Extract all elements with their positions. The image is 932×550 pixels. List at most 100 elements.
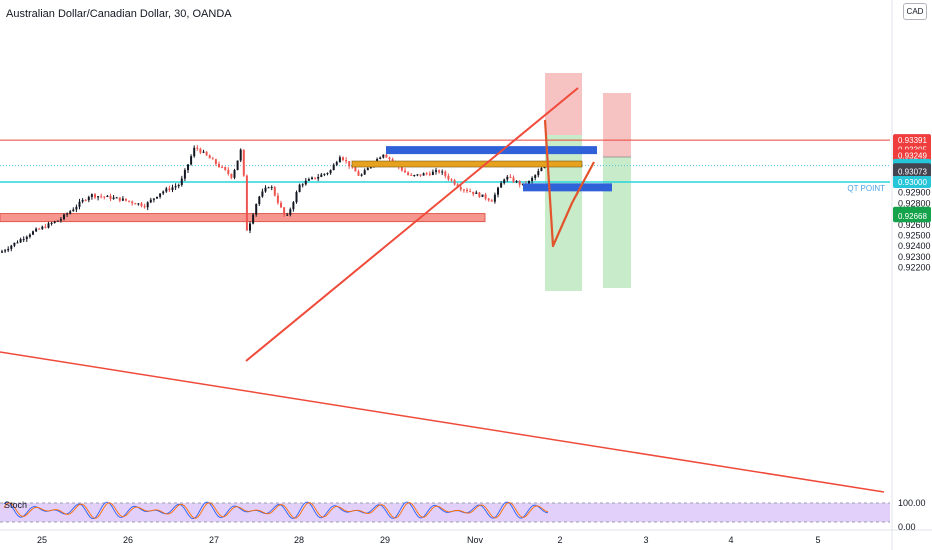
- candle-body: [159, 193, 162, 197]
- candle-body: [258, 196, 261, 205]
- candle-body: [307, 178, 310, 181]
- candle-body: [41, 226, 44, 229]
- candle-body: [32, 231, 34, 235]
- stoch-level-0: 0.00: [898, 522, 916, 532]
- candle-body: [314, 177, 317, 179]
- candle-body: [366, 167, 369, 171]
- candle-body: [444, 171, 447, 176]
- support-zone: [0, 213, 486, 223]
- candle-body: [342, 157, 344, 161]
- candle-body: [230, 173, 233, 178]
- qt-point-label: QT POINT: [847, 184, 885, 193]
- stoch-label: Stoch: [4, 500, 27, 510]
- candle-body: [493, 194, 496, 202]
- candle-body: [264, 187, 267, 192]
- candle-body: [78, 201, 81, 207]
- x-tick-label: 3: [643, 535, 648, 545]
- candle-body: [66, 213, 69, 215]
- candle-body: [506, 176, 509, 180]
- candle-body: [382, 154, 385, 158]
- sl-zone-2: [603, 93, 631, 157]
- candle-body: [25, 236, 28, 240]
- candle-body: [267, 187, 270, 189]
- candle-body: [478, 192, 481, 197]
- candle-body: [242, 149, 245, 176]
- candle-body: [252, 214, 255, 224]
- candle-body: [425, 173, 428, 175]
- candle-body: [245, 175, 248, 231]
- y-tick-label: 0.92400: [898, 241, 931, 251]
- candle-body: [236, 160, 239, 171]
- candle-body: [87, 196, 90, 201]
- y-tick-label: 0.92800: [898, 198, 931, 208]
- candle-body: [276, 195, 279, 203]
- candle-body: [422, 173, 425, 176]
- candle-body: [255, 204, 258, 215]
- currency-button[interactable]: CAD: [903, 3, 927, 20]
- candle-body: [280, 202, 282, 208]
- candle-body: [38, 228, 41, 230]
- candle-body: [450, 179, 453, 181]
- candle-body: [304, 180, 307, 185]
- candle-body: [134, 203, 137, 205]
- candle-body: [1, 251, 3, 253]
- candle-body: [103, 196, 106, 198]
- candle-body: [239, 149, 242, 161]
- candle-body: [428, 173, 431, 175]
- candle-body: [490, 200, 493, 202]
- candle-body: [447, 175, 450, 180]
- candle-body: [400, 167, 403, 171]
- candle-body: [177, 185, 180, 187]
- candle-body: [462, 189, 465, 191]
- candle-body: [475, 192, 478, 195]
- candle-body: [171, 187, 174, 191]
- candle-body: [137, 203, 140, 205]
- candle-body: [438, 170, 441, 173]
- candle-body: [196, 147, 199, 149]
- candle-body: [416, 174, 419, 176]
- resistance-bar: [386, 146, 597, 155]
- candle-body: [156, 196, 158, 199]
- y-tick-label: 0.92500: [898, 231, 931, 241]
- candle-body: [202, 151, 205, 153]
- candle-body: [459, 187, 462, 190]
- price-tag: [893, 149, 931, 162]
- candle-body: [47, 223, 50, 228]
- candle-body: [199, 148, 202, 153]
- price-tag: [893, 210, 931, 223]
- candle-body: [363, 170, 366, 175]
- candle-body: [168, 188, 171, 191]
- candle-body: [16, 242, 19, 244]
- candle-body: [28, 234, 31, 237]
- price-tag-label: 0.93073: [898, 167, 927, 176]
- candle-body: [121, 198, 124, 201]
- candle-body: [218, 163, 220, 168]
- candle-body: [224, 167, 227, 170]
- candle-body: [94, 194, 96, 198]
- candle-body: [97, 196, 100, 198]
- y-tick-label: 0.92200: [898, 263, 931, 273]
- candle-body: [354, 166, 357, 172]
- candle-body: [109, 195, 112, 200]
- candle-body: [466, 189, 468, 192]
- candle-body: [7, 248, 10, 251]
- stoch-level-100: 100.00: [898, 498, 926, 508]
- candle-body: [214, 159, 217, 164]
- candle-body: [125, 198, 127, 201]
- candle-body: [193, 147, 196, 157]
- candle-body: [140, 203, 143, 207]
- candle-body: [317, 176, 320, 179]
- x-tick-label: 26: [123, 535, 133, 545]
- candle-body: [56, 220, 59, 222]
- candle-body: [407, 172, 410, 176]
- chart-title: Australian Dollar/Canadian Dollar, 30, O…: [6, 8, 232, 20]
- candle-body: [503, 179, 506, 184]
- candle-body: [270, 187, 273, 189]
- x-tick-label: 2: [557, 535, 562, 545]
- lower-bar: [523, 183, 612, 192]
- candle-body: [106, 195, 109, 197]
- candle-body: [205, 151, 208, 156]
- candle-body: [289, 209, 292, 215]
- x-tick-label: 5: [815, 535, 820, 545]
